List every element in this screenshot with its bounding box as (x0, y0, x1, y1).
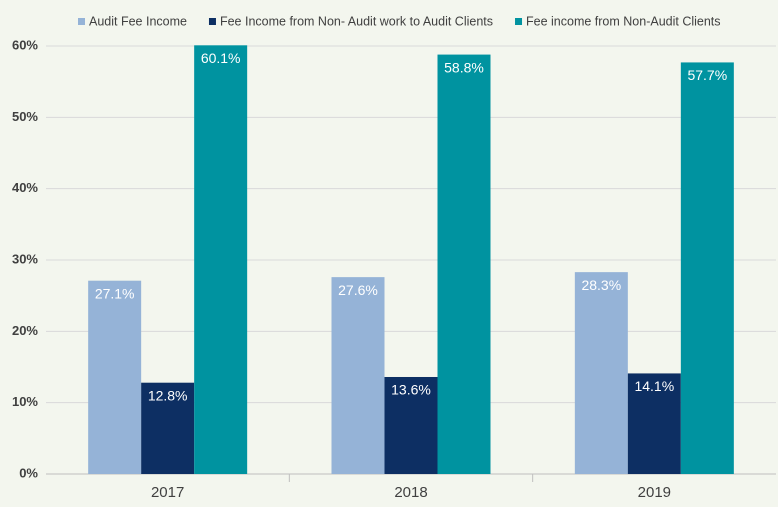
value-label: 14.1% (634, 378, 674, 394)
y-tick-label: 60% (12, 37, 38, 52)
bar (331, 277, 385, 474)
value-label: 57.7% (687, 67, 727, 83)
y-tick-label: 10% (12, 394, 38, 409)
y-tick-label: 30% (12, 251, 38, 266)
bar (384, 376, 438, 474)
y-tick-label: 40% (12, 180, 38, 195)
bar (437, 54, 491, 475)
value-label: 13.6% (391, 382, 431, 398)
bar (194, 45, 248, 474)
legend-label: Audit Fee Income (89, 14, 187, 28)
x-tick-label: 2017 (151, 484, 184, 501)
value-label: 27.6% (338, 282, 378, 298)
bar (574, 272, 628, 474)
legend-label: Fee income from Non-Audit Clients (526, 14, 721, 28)
bar (141, 382, 195, 474)
value-label: 60.1% (201, 50, 241, 66)
value-label: 28.3% (581, 277, 621, 293)
bar (680, 62, 734, 474)
value-label: 12.8% (148, 387, 188, 403)
x-tick-label: 2019 (638, 484, 671, 501)
y-tick-label: 20% (12, 323, 38, 338)
y-tick-label: 0% (19, 465, 38, 480)
legend-label: Fee Income from Non- Audit work to Audit… (220, 14, 493, 28)
y-tick-label: 50% (12, 109, 38, 124)
x-tick-label: 2018 (394, 484, 427, 501)
bar (88, 280, 142, 474)
value-label: 58.8% (444, 59, 484, 75)
value-label: 27.1% (95, 285, 135, 301)
bar (627, 373, 681, 474)
legend-swatch (515, 18, 523, 25)
legend-swatch (208, 18, 216, 25)
legend-swatch (78, 18, 85, 25)
